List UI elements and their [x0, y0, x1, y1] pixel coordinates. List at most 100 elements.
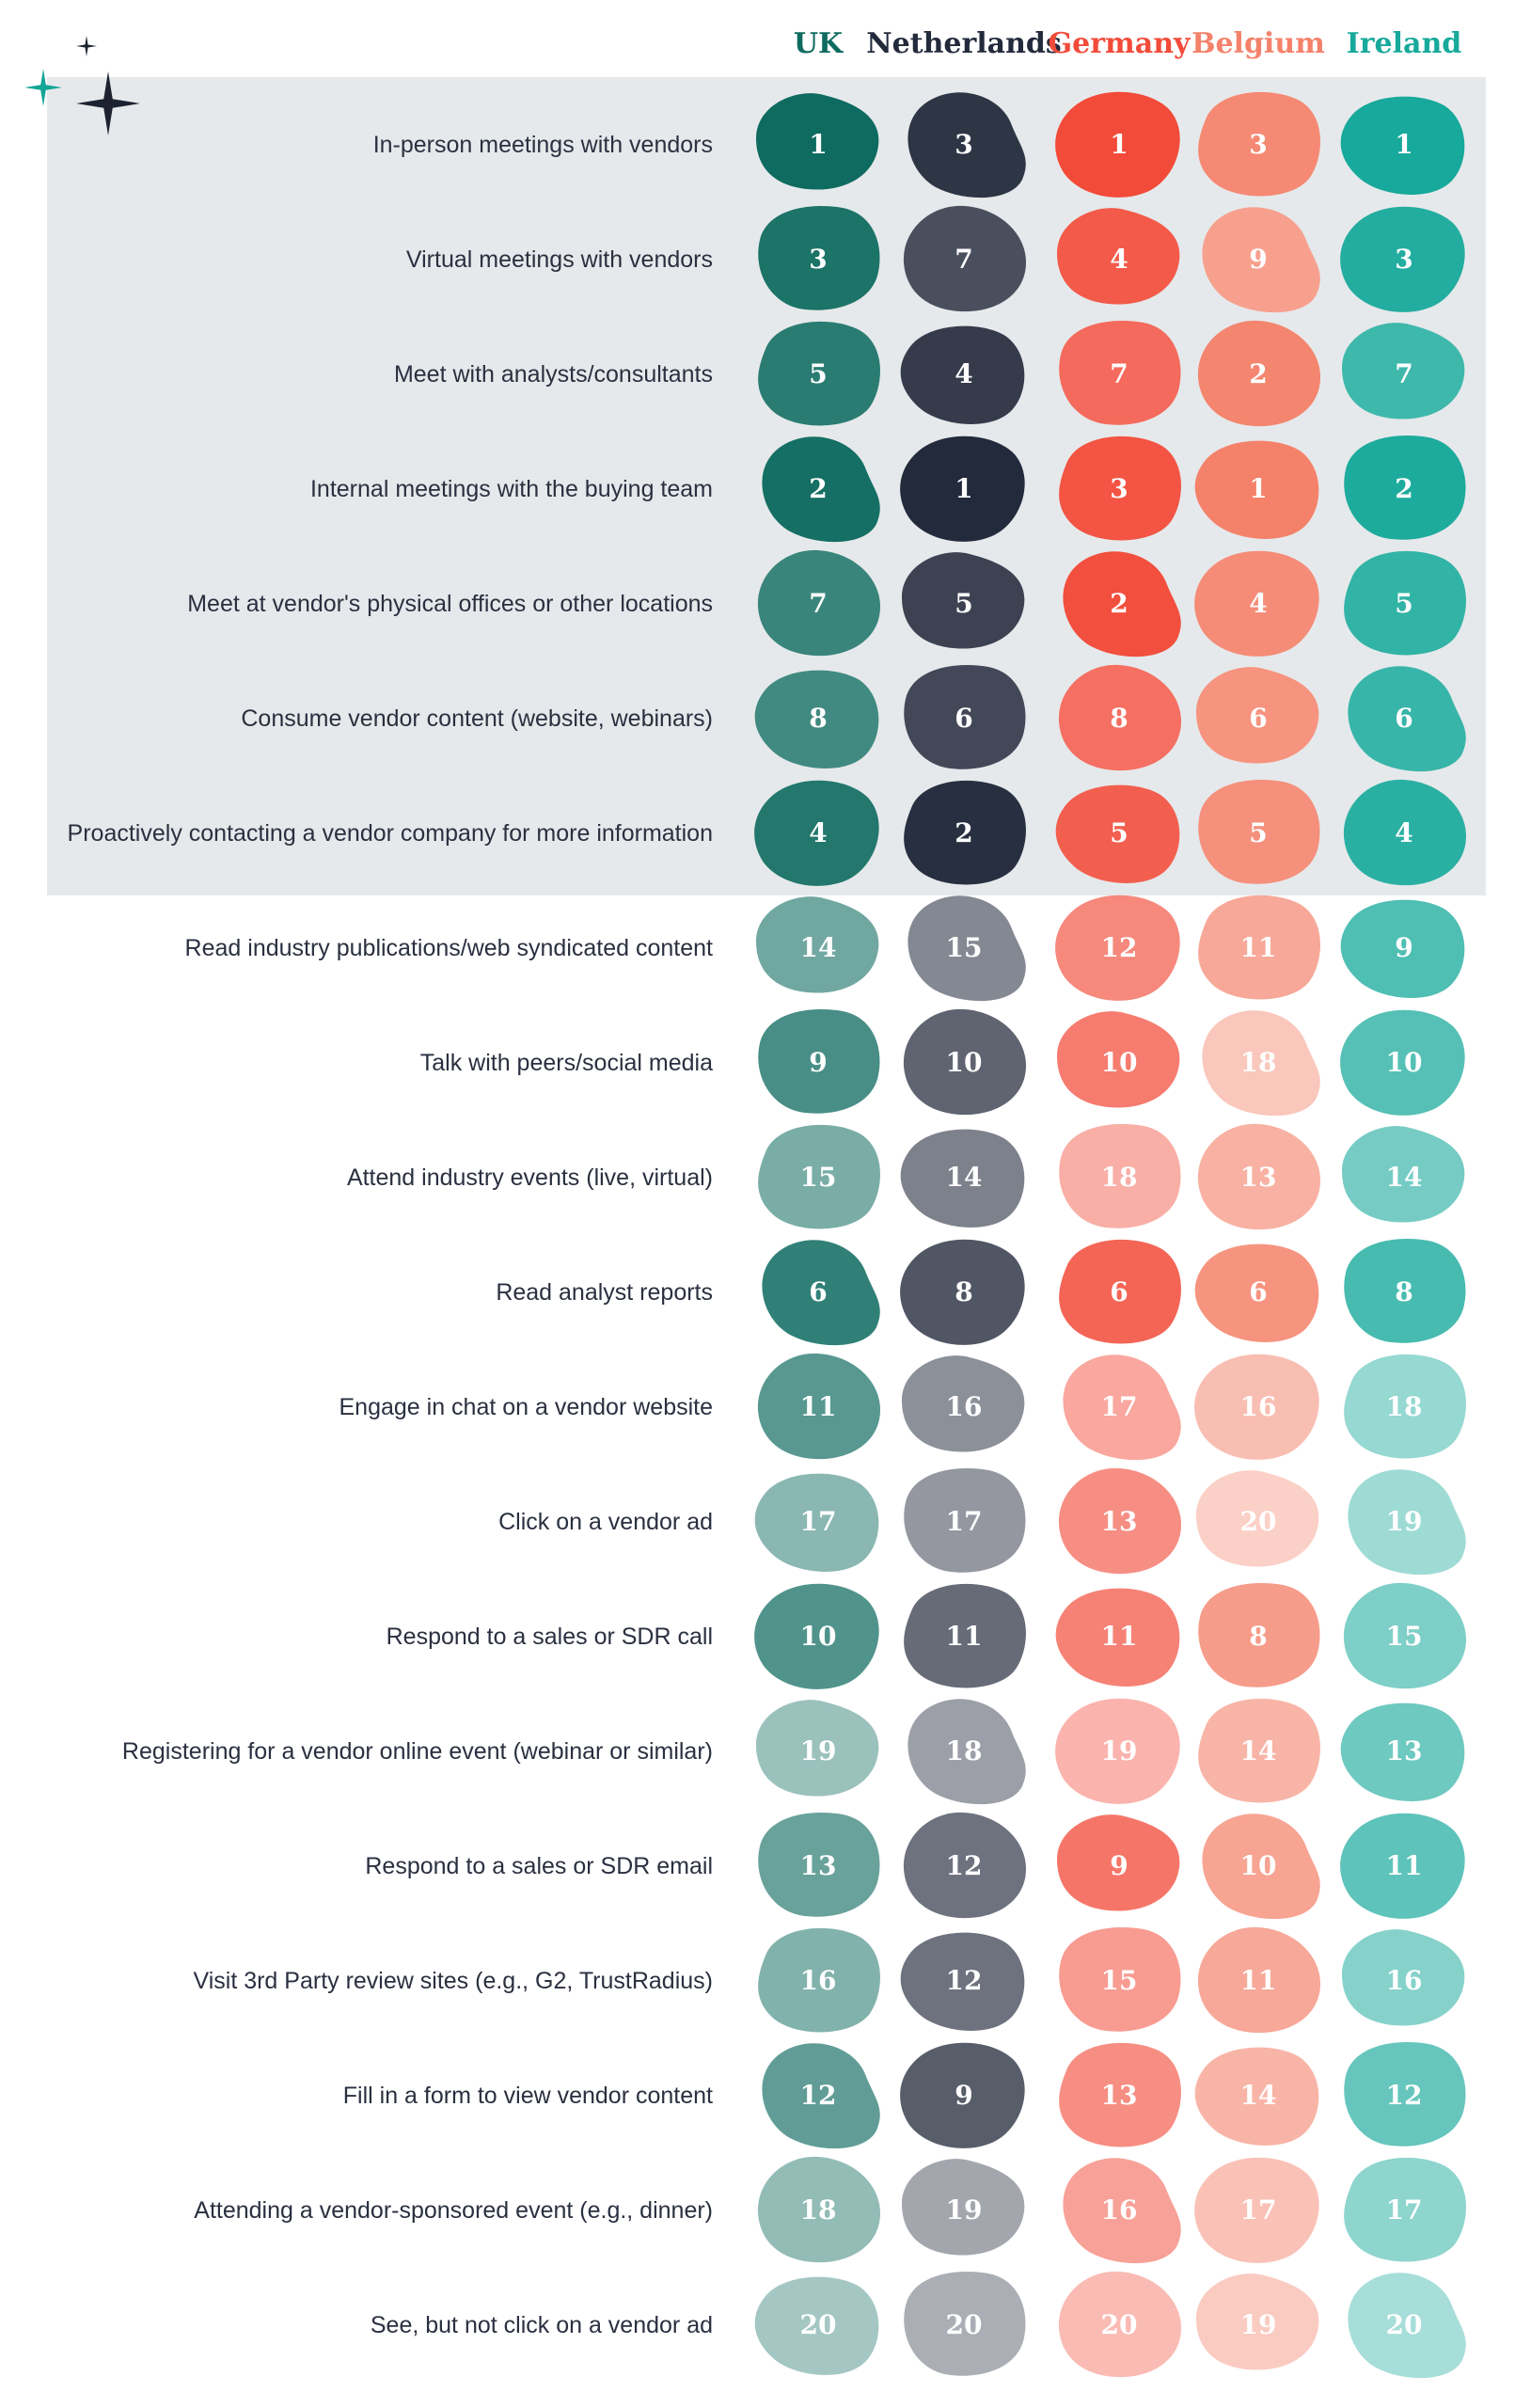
rank-value: 20: [1386, 2309, 1423, 2340]
rank-cell-netherlands: 12: [900, 1932, 1025, 2031]
rank-value: 4: [1110, 244, 1128, 275]
rank-blob: [762, 1240, 880, 1346]
rank-blob: [903, 1812, 1026, 1919]
rank-cell-netherlands: 14: [900, 1129, 1025, 1228]
rank-value: 6: [955, 703, 972, 734]
rank-blob: [1202, 207, 1320, 313]
column-header-uk: UK: [794, 27, 844, 60]
column-header-germany: Germany: [1049, 27, 1192, 60]
rank-cell-germany: 7: [1059, 320, 1181, 425]
rank-cell-ireland: 14: [1342, 1126, 1465, 1223]
rank-value: 18: [1101, 1162, 1138, 1193]
rank-value: 12: [946, 1965, 983, 1996]
rank-blob: [900, 436, 1025, 542]
rank-blob: [1196, 1470, 1319, 1567]
rank-value: 7: [1395, 358, 1412, 389]
rank-value: 14: [1240, 1735, 1277, 1766]
rank-value: 9: [1395, 932, 1412, 963]
rank-blob: [756, 93, 879, 190]
rank-value: 20: [1101, 2309, 1138, 2340]
rank-cell-uk: 10: [754, 1583, 879, 1689]
rank-cell-uk: 14: [756, 896, 879, 993]
rank-blob: [904, 664, 1026, 769]
rank-blob: [1055, 784, 1180, 883]
rank-value: 17: [1101, 1391, 1138, 1422]
rank-value: 14: [800, 932, 837, 963]
rank-blob: [1196, 2273, 1319, 2370]
rank-value: 17: [1240, 2194, 1277, 2226]
rank-value: 8: [955, 1276, 972, 1307]
rank-cell-germany: 8: [1058, 664, 1181, 771]
rank-blob: [1055, 1588, 1180, 1687]
rank-value: 5: [1110, 817, 1128, 848]
rank-value: 4: [1249, 588, 1267, 619]
rank-blob: [1198, 779, 1320, 884]
rank-blob: [1348, 2273, 1466, 2379]
rank-cell-germany: 4: [1057, 208, 1180, 305]
row-label: In-person meetings with vendors: [373, 132, 713, 158]
rank-blob: [1196, 667, 1319, 764]
rank-value: 18: [1240, 1047, 1277, 1078]
rank-value: 4: [809, 817, 827, 848]
rank-blob: [1340, 1813, 1465, 1919]
rank-cell-uk: 19: [756, 1700, 879, 1797]
rank-blob: [900, 2042, 1025, 2148]
rank-blob: [1343, 779, 1466, 886]
rank-cell-netherlands: 8: [900, 1239, 1025, 1345]
rank-blob: [756, 1700, 879, 1797]
rank-value: 16: [1240, 1391, 1277, 1422]
sparkle-large-icon: [76, 71, 140, 135]
rank-cell-uk: 8: [754, 670, 879, 768]
rank-value: 6: [809, 1276, 827, 1307]
row-label: Virtual meetings with vendors: [406, 246, 713, 273]
rank-cell-belgium: 9: [1202, 207, 1320, 313]
rank-blob: [1343, 1582, 1466, 1689]
rank-blob: [754, 1473, 879, 1572]
rank-cell-belgium: 6: [1194, 1244, 1319, 1342]
rank-cell-uk: 6: [762, 1240, 880, 1346]
decoration-stars: [24, 36, 140, 135]
rank-cell-netherlands: 11: [904, 1583, 1026, 1688]
rank-cell-germany: 16: [1063, 2158, 1181, 2264]
rank-cell-netherlands: 3: [907, 92, 1026, 198]
rank-cell-belgium: 10: [1202, 1814, 1320, 1920]
rank-cell-belgium: 11: [1197, 1926, 1320, 2034]
rank-value: 10: [1386, 1047, 1423, 1078]
rank-blob: [1055, 895, 1180, 1001]
rank-blob: [904, 2271, 1026, 2376]
rank-cell-germany: 5: [1055, 784, 1180, 883]
rank-blob: [1197, 320, 1320, 427]
rank-value: 17: [946, 1506, 983, 1537]
rank-blob: [1055, 91, 1180, 198]
rank-blob: [1340, 1009, 1465, 1116]
rank-blob: [1342, 323, 1465, 420]
rank-blob: [1059, 1926, 1181, 2032]
rank-cell-netherlands: 18: [907, 1699, 1026, 1805]
rank-value: 17: [1386, 2194, 1423, 2226]
rank-blob: [1194, 2047, 1319, 2146]
rank-blob: [900, 325, 1025, 424]
rank-cell-belgium: 5: [1198, 779, 1320, 884]
rank-cell-uk: 5: [758, 321, 880, 426]
rank-blob: [1198, 91, 1320, 197]
rank-blob: [1059, 1239, 1181, 1344]
rank-blob: [762, 436, 880, 543]
rank-value: 3: [1249, 129, 1267, 160]
rank-cell-netherlands: 12: [903, 1812, 1026, 1919]
rank-blob: [907, 1699, 1026, 1805]
rank-value: 20: [946, 2309, 983, 2340]
rank-cell-belgium: 18: [1202, 1010, 1320, 1117]
rank-value: 11: [1101, 1621, 1138, 1652]
rank-value: 7: [1110, 358, 1128, 389]
rank-cell-netherlands: 5: [902, 552, 1025, 649]
rank-blob: [1340, 899, 1465, 998]
rank-cell-uk: 1: [756, 93, 879, 190]
rank-value: 15: [1386, 1621, 1423, 1652]
rank-blob: [1057, 1011, 1180, 1108]
rank-blob: [1194, 550, 1319, 657]
rank-blob: [1202, 1010, 1320, 1117]
rank-blob: [758, 1927, 880, 2033]
rank-blob: [900, 1932, 1025, 2031]
rank-cell-netherlands: 16: [902, 1355, 1025, 1452]
rank-value: 5: [809, 358, 827, 389]
